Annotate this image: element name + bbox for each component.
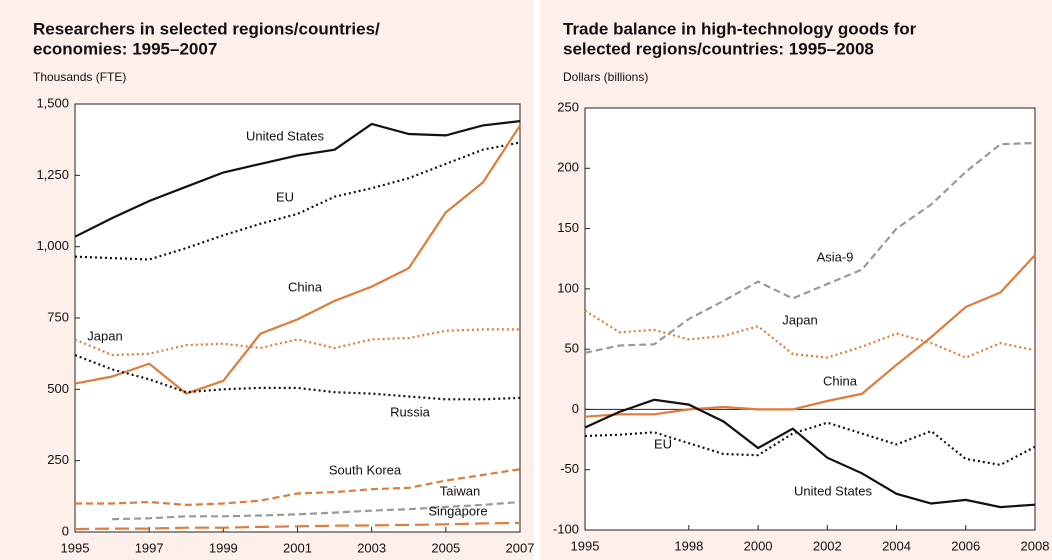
- y-tick-label: 250: [557, 99, 579, 114]
- x-tick-label: 2002: [813, 538, 842, 553]
- x-tick-label: 2004: [882, 538, 911, 553]
- y-tick-label: 0: [62, 523, 69, 538]
- y-tick-label: 1,250: [36, 167, 69, 182]
- series-label: United States: [246, 128, 325, 143]
- x-tick-label: 2001: [283, 540, 312, 555]
- chart-title: Trade balance in high-technology goods f…: [563, 19, 917, 38]
- y-tick-label: 1,500: [36, 95, 69, 110]
- chart-title: Researchers in selected regions/countrie…: [33, 19, 380, 38]
- y-tick-label: 250: [47, 452, 69, 467]
- series-line: [74, 120, 521, 238]
- x-tick-label: 1997: [135, 540, 164, 555]
- series-label: South Korea: [329, 462, 402, 477]
- series-label: Taiwan: [440, 483, 480, 498]
- series-line: [74, 521, 521, 531]
- x-tick-label: 2006: [951, 538, 980, 553]
- series-label: China: [823, 373, 858, 388]
- y-tick-label: 50: [565, 341, 579, 356]
- series-line: [584, 309, 1036, 359]
- series-label: Japan: [87, 328, 122, 343]
- chart-subtitle: Thousands (FTE): [33, 70, 126, 84]
- series-label: China: [288, 279, 323, 294]
- series-label: Russia: [390, 404, 431, 419]
- series-label: United States: [794, 483, 873, 498]
- y-tick-label: 200: [557, 160, 579, 175]
- series-label: Asia-9: [817, 249, 854, 264]
- series-line: [74, 141, 521, 261]
- y-tick-label: 0: [572, 401, 579, 416]
- x-tick-label: 1995: [61, 540, 90, 555]
- x-tick-label: 1998: [674, 538, 703, 553]
- y-tick-label: 1,000: [36, 238, 69, 253]
- series-line: [584, 254, 1036, 418]
- chart-title: economies: 1995–2007: [33, 39, 217, 58]
- y-tick-label: 100: [557, 280, 579, 295]
- series-line: [584, 421, 1036, 467]
- series-label: Japan: [782, 312, 817, 327]
- series-line: [75, 468, 521, 507]
- y-tick-label: -100: [553, 521, 579, 536]
- y-tick-label: -50: [560, 461, 579, 476]
- x-tick-label: 1995: [571, 538, 600, 553]
- series-line: [74, 124, 521, 395]
- x-tick-label: 2008: [1021, 538, 1050, 553]
- chart-subtitle: Dollars (billions): [563, 70, 648, 84]
- x-tick-label: 2005: [431, 540, 460, 555]
- y-tick-label: 150: [557, 220, 579, 235]
- series-line: [112, 500, 521, 521]
- y-tick-label: 750: [47, 309, 69, 324]
- plot-area: [74, 103, 521, 533]
- x-tick-label: 2000: [744, 538, 773, 553]
- x-tick-label: 2003: [357, 540, 386, 555]
- series-line: [584, 398, 1036, 509]
- plot-area: [584, 107, 1036, 531]
- series-label: Singapore: [428, 503, 487, 518]
- series-label: EU: [276, 189, 294, 204]
- series-label: EU: [654, 436, 672, 451]
- x-tick-label: 2007: [506, 540, 535, 555]
- series-line: [584, 141, 1036, 354]
- y-tick-label: 500: [47, 381, 69, 396]
- x-tick-label: 1999: [209, 540, 238, 555]
- chart-title: selected regions/countries: 1995–2008: [563, 39, 874, 58]
